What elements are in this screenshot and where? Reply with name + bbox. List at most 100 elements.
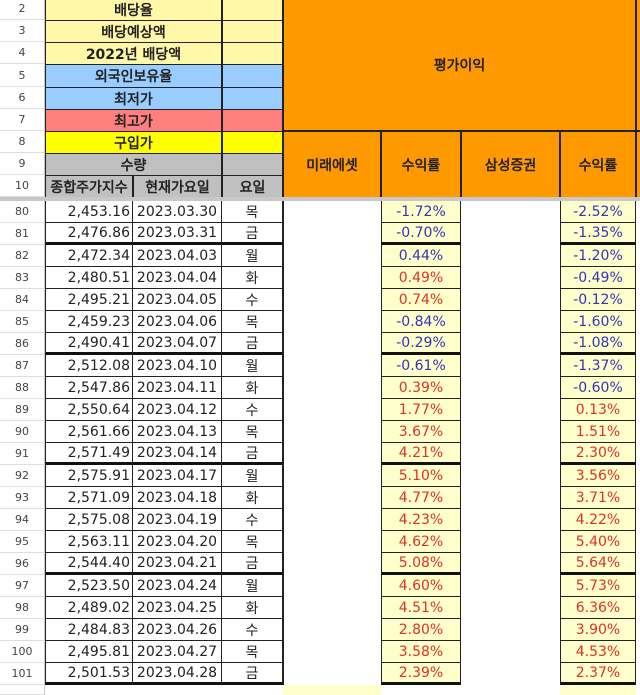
row-header[interactable]: 89 [0,399,45,421]
weekday-cell[interactable]: 월 [222,575,283,597]
samsung-return-cell[interactable]: 6.36% [560,597,636,619]
weekday-cell[interactable]: 화 [222,597,283,619]
weekday-cell[interactable]: 수 [222,289,283,311]
samsung-cell[interactable] [461,619,560,641]
mirae-cell[interactable] [283,355,381,377]
index-cell[interactable]: 2,563.11 [45,531,133,553]
header-label-cell[interactable]: 구입가 [45,131,222,154]
mirae-return-cell[interactable]: -0.61% [381,355,461,377]
samsung-return-cell[interactable]: 5.73% [560,575,636,597]
index-cell[interactable]: 2,480.51 [45,267,133,289]
weekday-cell[interactable]: 금 [222,333,283,355]
row-header[interactable]: 93 [0,487,45,509]
mirae-cell[interactable] [283,619,381,641]
samsung-cell[interactable] [461,465,560,487]
mirae-cell[interactable] [283,267,381,289]
weekday-cell[interactable]: 목 [222,421,283,443]
index-cell[interactable]: 2,476.86 [45,223,133,245]
row-header[interactable]: 98 [0,597,45,619]
header-value-cell[interactable] [222,153,283,176]
weekday-cell[interactable]: 수 [222,399,283,421]
mirae-return-cell[interactable]: 4.77% [381,487,461,509]
row-header[interactable]: 91 [0,443,45,465]
row-header[interactable]: 85 [0,311,45,333]
mirae-return-cell[interactable]: -1.72% [381,201,461,223]
header-label-cell[interactable]: 배당율 [45,0,222,21]
mirae-return-cell[interactable]: 4.60% [381,575,461,597]
samsung-return-cell[interactable]: 1.51% [560,421,636,443]
samsung-cell[interactable] [461,333,560,355]
samsung-return-cell[interactable]: 3.56% [560,465,636,487]
samsung-cell[interactable] [461,355,560,377]
index-cell[interactable]: 2,453.16 [45,201,133,223]
mirae-cell[interactable] [283,201,381,223]
header-col-index[interactable]: 종합주가지수 [45,175,133,198]
row-header[interactable]: 99 [0,619,45,641]
samsung-return-cell[interactable]: 3.71% [560,487,636,509]
header-col-price-day[interactable]: 현재가요일 [133,175,222,198]
row-header[interactable]: 94 [0,509,45,531]
row-header[interactable]: 4 [0,42,45,64]
header-value-cell[interactable] [222,109,283,132]
mirae-return-cell[interactable]: 2.39% [381,663,461,685]
index-cell[interactable]: 2,571.49 [45,443,133,465]
weekday-cell[interactable]: 금 [222,223,283,245]
row-header[interactable]: 8 [0,131,45,153]
samsung-cell[interactable] [461,223,560,245]
index-cell[interactable]: 2,512.08 [45,355,133,377]
weekday-cell[interactable]: 화 [222,377,283,399]
index-cell[interactable]: 2,575.91 [45,465,133,487]
mirae-return-cell[interactable]: 2.80% [381,619,461,641]
index-cell[interactable]: 2,459.23 [45,311,133,333]
header-value-cell[interactable] [222,0,283,21]
mirae-cell[interactable] [283,465,381,487]
date-cell[interactable]: 2023.04.11 [133,377,222,399]
mirae-return-cell[interactable]: 0.74% [381,289,461,311]
samsung-return-cell[interactable]: 0.13% [560,399,636,421]
samsung-return-cell[interactable]: -1.35% [560,223,636,245]
row-header[interactable]: 2 [0,0,45,20]
date-cell[interactable]: 2023.04.21 [133,553,222,575]
eval-profit-header[interactable]: 평가이익 [283,0,636,131]
weekday-cell[interactable]: 금 [222,663,283,685]
mirae-return-cell[interactable]: 4.23% [381,509,461,531]
samsung-cell[interactable] [461,377,560,399]
weekday-cell[interactable]: 목 [222,641,283,663]
row-header[interactable]: 81 [0,223,45,245]
date-cell[interactable]: 2023.04.24 [133,575,222,597]
index-cell[interactable]: 2,501.53 [45,663,133,685]
samsung-return-cell[interactable]: 4.22% [560,509,636,531]
samsung-return-cell[interactable]: 2.30% [560,443,636,465]
row-header[interactable]: 86 [0,333,45,355]
mirae-cell[interactable] [283,597,381,619]
mirae-cell[interactable] [283,487,381,509]
weekday-cell[interactable]: 수 [222,509,283,531]
date-cell[interactable]: 2023.04.26 [133,619,222,641]
mirae-return-cell[interactable]: 4.51% [381,597,461,619]
row-header[interactable]: 92 [0,465,45,487]
date-cell[interactable]: 2023.03.30 [133,201,222,223]
row-header[interactable]: 10 [0,175,45,197]
header-value-cell[interactable] [222,87,283,110]
samsung-cell[interactable] [461,399,560,421]
date-cell[interactable]: 2023.03.31 [133,223,222,245]
weekday-cell[interactable]: 월 [222,465,283,487]
samsung-cell[interactable] [461,289,560,311]
samsung-cell[interactable] [461,531,560,553]
freeze-pane-divider[interactable] [0,197,640,201]
col-header-broker[interactable]: 삼성증권 [461,131,560,198]
samsung-cell[interactable] [461,553,560,575]
date-cell[interactable]: 2023.04.07 [133,333,222,355]
date-cell[interactable]: 2023.04.20 [133,531,222,553]
date-cell[interactable]: 2023.04.28 [133,663,222,685]
col-header-broker[interactable]: 미래에셋 [283,131,381,198]
weekday-cell[interactable]: 화 [222,487,283,509]
samsung-cell[interactable] [461,267,560,289]
row-header[interactable]: 7 [0,109,45,131]
header-value-cell[interactable] [222,131,283,154]
index-cell[interactable]: 2,547.86 [45,377,133,399]
col-header-return[interactable]: 수익률 [381,131,461,198]
mirae-cell[interactable] [283,421,381,443]
header-label-cell[interactable]: 2022년 배당액 [45,42,222,65]
samsung-cell[interactable] [461,575,560,597]
